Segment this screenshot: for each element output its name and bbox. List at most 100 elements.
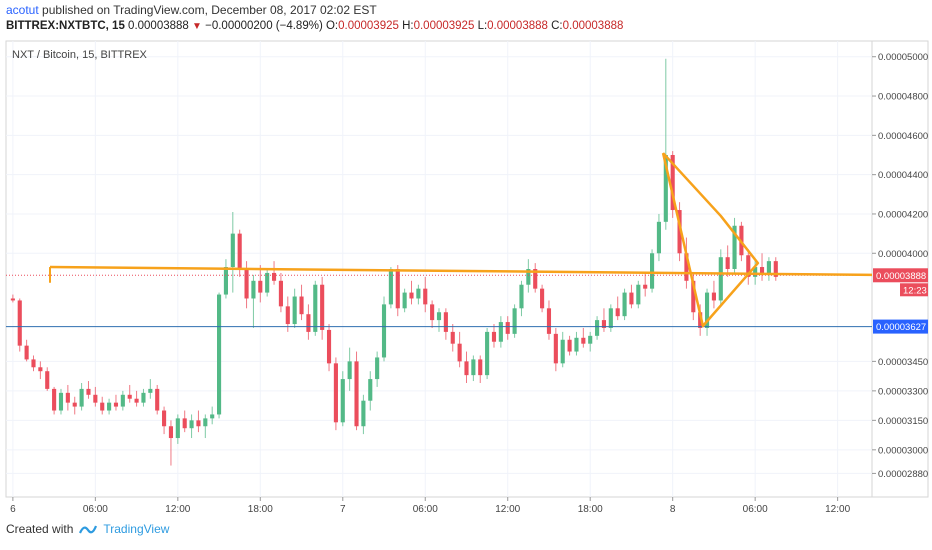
- candle-down: [196, 420, 201, 427]
- low-label: L:: [477, 20, 488, 32]
- candle-down: [533, 269, 538, 289]
- candle-up: [718, 257, 723, 301]
- candle-up: [656, 221, 661, 254]
- candle-up: [375, 357, 380, 380]
- candle-down: [258, 280, 263, 293]
- created-with-text: Created with: [6, 522, 74, 536]
- candle-up: [340, 379, 345, 423]
- y-tick-label: 0.00004400: [878, 170, 928, 181]
- candle-up: [574, 337, 579, 352]
- footer: Created with TradingView: [6, 522, 169, 536]
- candle-down: [491, 331, 497, 342]
- tradingview-brand[interactable]: TradingView: [103, 522, 170, 536]
- x-tick-label: 18:00: [578, 504, 603, 515]
- candle-up: [381, 304, 387, 358]
- candle-down: [38, 367, 43, 372]
- down-arrow-icon: ▼: [192, 21, 202, 32]
- candle-up: [313, 284, 318, 332]
- candle-up: [148, 388, 153, 393]
- y-tick-label: 0.00003000: [878, 445, 928, 456]
- candle-up: [292, 296, 297, 325]
- candle-up: [368, 379, 373, 401]
- x-tick-label: 7: [340, 504, 346, 515]
- candle-down: [629, 292, 634, 305]
- candle-up: [79, 388, 84, 407]
- candle-up: [663, 155, 668, 222]
- candle-down: [333, 363, 338, 423]
- y-tick-label: 0.00003150: [878, 416, 928, 427]
- candle-down: [670, 155, 675, 211]
- open-value: 0.00003925: [338, 20, 399, 32]
- candle-up: [347, 361, 352, 380]
- support-line: [49, 265, 873, 277]
- tradingview-logo-icon: [79, 525, 98, 534]
- candle-up: [560, 339, 565, 364]
- candle-up: [732, 225, 737, 269]
- candle-down: [354, 361, 359, 427]
- candle-down: [711, 292, 716, 301]
- x-tick-label: 6: [10, 504, 16, 515]
- x-tick-label: 18:00: [248, 504, 273, 515]
- candle-up: [402, 292, 407, 309]
- author-link[interactable]: acotut: [6, 3, 39, 17]
- candle-down: [746, 255, 751, 277]
- candle-down: [113, 402, 119, 407]
- open-label: O:: [325, 20, 339, 32]
- candle-down: [478, 359, 483, 376]
- candle-down: [540, 288, 545, 309]
- high-label: H:: [402, 20, 414, 32]
- candle-up: [210, 414, 215, 419]
- candle-down: [24, 345, 29, 360]
- candle-up: [141, 392, 146, 403]
- candle-down: [581, 337, 586, 344]
- candle-down: [457, 343, 462, 362]
- x-tick-label: 12:00: [165, 504, 190, 515]
- candle-down: [45, 371, 50, 389]
- countdown-label: 12:23: [903, 285, 927, 296]
- candle-down: [299, 296, 304, 315]
- candle-up: [189, 420, 194, 429]
- candle-down: [10, 298, 15, 301]
- candle-down: [464, 361, 469, 376]
- candle-up: [588, 335, 593, 344]
- candle-up: [526, 269, 531, 285]
- x-tick-label: 06:00: [743, 504, 768, 515]
- candle-up: [622, 292, 627, 317]
- x-tick-label: 8: [670, 504, 676, 515]
- candle-down: [127, 394, 132, 399]
- y-tick-label: 0.00005000: [878, 52, 928, 63]
- candle-down: [285, 306, 290, 325]
- candle-down: [698, 312, 703, 328]
- candle-down: [691, 280, 696, 313]
- close-label: C:: [551, 20, 563, 32]
- y-tick-label: 0.00004600: [878, 131, 928, 142]
- candle-down: [237, 233, 242, 269]
- last-price-tag: [873, 268, 928, 283]
- hline-price-tag-label: 0.00003627: [876, 322, 926, 333]
- candle-up: [595, 320, 600, 336]
- last-price: 0.00003888: [128, 20, 189, 32]
- y-tick-label: 0.00004000: [878, 249, 928, 260]
- x-tick-label: 12:00: [825, 504, 850, 515]
- candle-down: [725, 257, 730, 269]
- x-tick-label: 12:00: [495, 504, 520, 515]
- candle-up: [58, 392, 64, 411]
- candle-up: [251, 280, 256, 299]
- candle-up: [471, 359, 476, 376]
- candle-down: [505, 322, 510, 334]
- candle-down: [773, 261, 778, 277]
- candle-up: [217, 294, 222, 415]
- candle-up: [608, 308, 613, 328]
- chart-title: NXT / Bitcoin, 15, BITTREX: [12, 49, 148, 61]
- triangle-pattern: [661, 152, 760, 328]
- candle-up: [636, 284, 641, 305]
- candle-down: [31, 359, 36, 368]
- candle-down: [759, 267, 765, 275]
- candle-up: [388, 269, 393, 305]
- candle-up: [704, 292, 710, 328]
- candle-down: [162, 410, 167, 427]
- candle-down: [244, 269, 249, 299]
- candle-down: [643, 284, 648, 289]
